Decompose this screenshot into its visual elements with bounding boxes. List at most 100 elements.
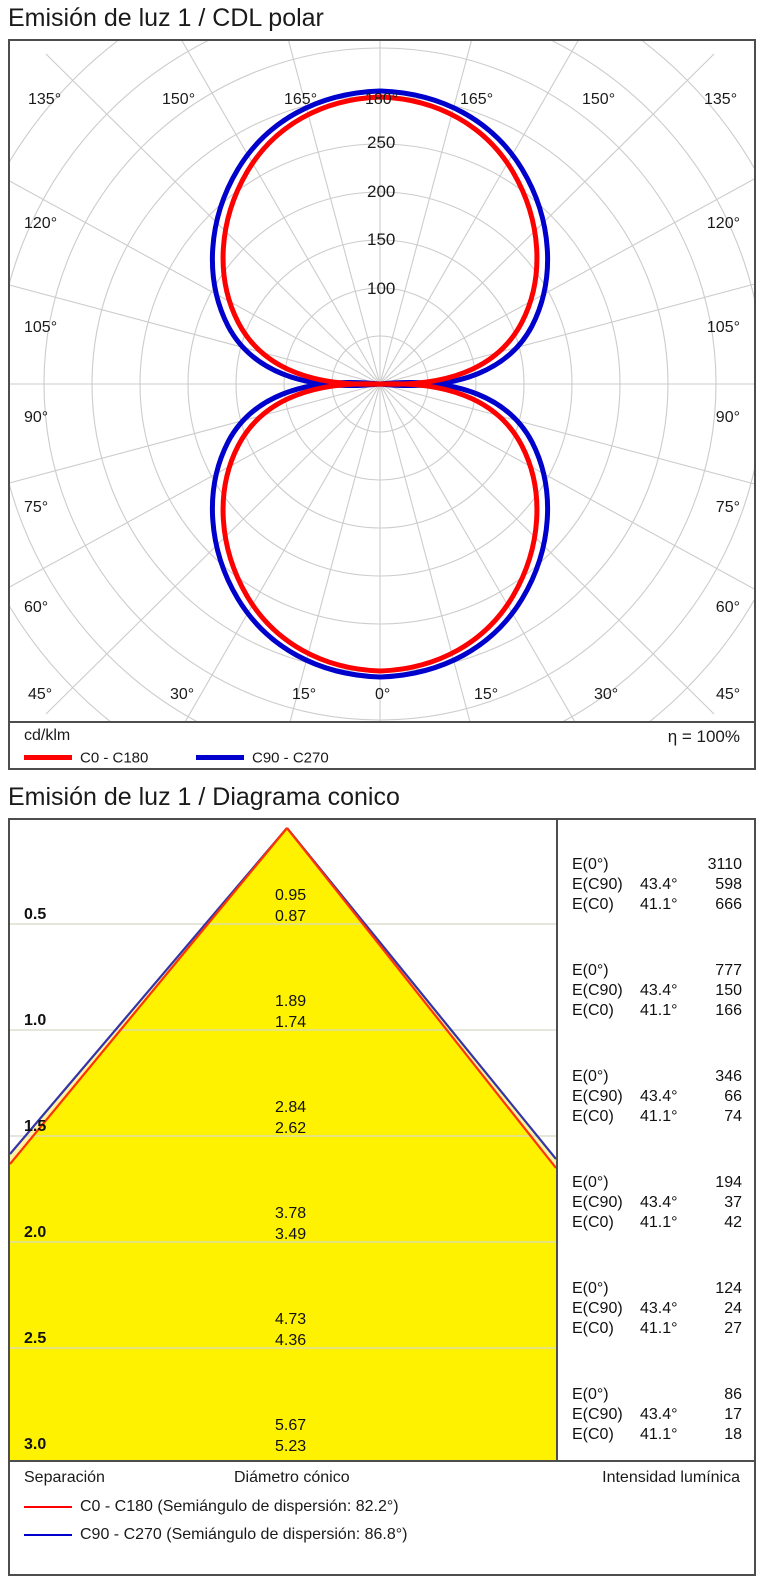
intensity-label: E(0°) (572, 1280, 609, 1297)
conic-cone-svg (10, 827, 556, 1460)
intensity-label: E(C90) (572, 1194, 623, 1211)
polar-legend-label-c0: C0 - C180 (80, 749, 149, 767)
intensity-angle: 43.4° (640, 1300, 678, 1317)
conic-diameter-c0-1: 1.74 (275, 1014, 307, 1031)
polar-angle-label-bot-1: 30° (170, 686, 195, 703)
intensity-value: 27 (724, 1320, 742, 1337)
intensity-label: E(C90) (572, 1406, 623, 1423)
conic-legend-item-c90[interactable]: C90 - C270 (Semiángulo de dispersión: 86… (24, 1526, 407, 1546)
intensity-value: 346 (715, 1068, 742, 1085)
polar-radial-label-250: 250 (367, 133, 396, 152)
polar-legend-label-c90: C90 - C270 (252, 749, 329, 767)
polar-angle-label-left-75: 75° (24, 499, 49, 516)
intensity-angle: 43.4° (640, 982, 678, 999)
cone-edge-c0-left (10, 827, 288, 1165)
intensity-label: E(C0) (572, 1002, 614, 1019)
conic-diameter-c0-0: 0.87 (275, 908, 307, 925)
intensity-label: E(C0) (572, 896, 614, 913)
table-row: E(0°) 194 E(C90) 43.4° 37 E(C0) 41.1° 42 (558, 1174, 754, 1234)
table-row: E(0°) 346 E(C90) 43.4° 66 E(C0) 41.1° 74 (558, 1068, 754, 1128)
polar-angle-label-right-105: 105° (706, 319, 740, 336)
intensity-value: 666 (715, 896, 742, 913)
intensity-value: 66 (724, 1088, 742, 1105)
intensity-value: 150 (715, 982, 742, 999)
polar-angle-label-bot-2: 15° (292, 686, 317, 703)
conic-separation-label-1: 1.0 (24, 1012, 47, 1029)
intensity-angle: 43.4° (640, 1194, 678, 1211)
conic-separation-label-4: 2.5 (24, 1330, 47, 1347)
polar-angle-label-top-1: 150° (162, 91, 196, 108)
intensity-value: 37 (724, 1194, 742, 1211)
polar-angle-label-top-5: 150° (582, 91, 616, 108)
conic-diameter-c90-4: 4.73 (275, 1311, 307, 1328)
intensity-value: 86 (724, 1386, 742, 1403)
conic-diameter-c90-0: 0.95 (275, 887, 307, 904)
conic-separation-label-2: 1.5 (24, 1118, 47, 1135)
intensity-angle: 41.1° (640, 1214, 678, 1231)
legend-line-swatch-red (24, 755, 72, 761)
polar-angle-label-bot-6: 45° (716, 686, 741, 703)
intensity-label: E(0°) (572, 1174, 609, 1191)
intensity-angle: 41.1° (640, 1108, 678, 1125)
intensity-label: E(0°) (572, 856, 609, 873)
cone-fill-c0 (10, 828, 556, 1460)
table-row: E(0°) 124 E(C90) 43.4° 24 E(C0) 41.1° 27 (558, 1280, 754, 1340)
conic-intensity-table: E(0°) 3110 E(C90) 43.4° 598 E(C0) 41.1° 666 E… (558, 820, 754, 1460)
conic-graph-area: 0.5 1.0 1.5 2.0 2.5 3.0 0.95 0.87 1.89 1… (10, 820, 558, 1460)
intensity-value: 17 (724, 1406, 742, 1423)
polar-angle-label-top-4: 165° (460, 91, 494, 108)
intensity-value: 777 (715, 962, 742, 979)
conic-diameter-c0-4: 4.36 (275, 1332, 307, 1349)
intensity-value: 42 (724, 1214, 742, 1231)
intensity-value: 166 (715, 1002, 742, 1019)
polar-angle-label-left-105: 105° (24, 319, 58, 336)
intensity-value: 18 (724, 1426, 742, 1443)
conic-diameter-c0-3: 3.49 (275, 1226, 307, 1243)
polar-legend-item-c90[interactable]: C90 - C270 (196, 749, 329, 767)
polar-angle-label-bot-3: 0° (375, 686, 391, 703)
conic-legend-label-c0: C0 - C180 (Semiángulo de dispersión: 82.… (80, 1498, 399, 1515)
conic-separation-label-5: 3.0 (24, 1436, 47, 1453)
polar-radial-label-200: 200 (367, 182, 396, 201)
conic-column-header-intensity: Intensidad lumínica (602, 1469, 740, 1486)
intensity-label: E(C0) (572, 1426, 614, 1443)
table-row: E(0°) 86 E(C90) 43.4° 17 E(C0) 41.1° 18 (558, 1386, 754, 1446)
intensity-angle: 41.1° (640, 896, 678, 913)
polar-angle-label-right-75: 75° (715, 499, 740, 516)
polar-plot-area: 135° 150° 165° 180° 165° 150° 135° 120° … (10, 41, 754, 721)
intensity-value: 124 (715, 1280, 742, 1297)
polar-angle-label-left-90: 90° (24, 409, 49, 426)
polar-angle-label-top-0: 135° (28, 91, 62, 108)
polar-radial-label-150: 150 (367, 230, 396, 249)
table-row: E(0°) 3110 E(C90) 43.4° 598 E(C0) 41.1° 666 (558, 856, 754, 916)
conic-diameter-c0-2: 2.62 (275, 1120, 307, 1137)
legend-line-swatch-blue (196, 755, 244, 761)
intensity-label: E(C0) (572, 1214, 614, 1231)
intensity-label: E(0°) (572, 962, 609, 979)
polar-legend-item-c0[interactable]: C0 - C180 (24, 749, 148, 767)
intensity-angle: 41.1° (640, 1002, 678, 1019)
intensity-label: E(C90) (572, 876, 623, 893)
polar-plot-svg (10, 41, 754, 721)
conic-diameter-c90-3: 3.78 (275, 1205, 307, 1222)
intensity-value: 74 (724, 1108, 742, 1125)
intensity-label: E(C0) (572, 1320, 614, 1337)
intensity-label: E(0°) (572, 1068, 609, 1085)
intensity-label: E(C90) (572, 1300, 623, 1317)
conic-footer: Separación Diámetro cónico Intensidad lu… (10, 1460, 754, 1574)
polar-angle-label-left-120: 120° (24, 215, 58, 232)
polar-radial-label-100: 100 (367, 279, 396, 298)
intensity-value: 598 (715, 876, 742, 893)
legend-line-swatch-blue (24, 1534, 72, 1536)
conic-diameter-c0-5: 5.23 (275, 1438, 307, 1455)
conic-chart-panel: 0.5 1.0 1.5 2.0 2.5 3.0 0.95 0.87 1.89 1… (8, 818, 756, 1576)
intensity-value: 194 (715, 1174, 742, 1191)
cone-edge-c0-right (286, 827, 556, 1169)
polar-section-title: Emisión de luz 1 / CDL polar (8, 4, 324, 32)
intensity-label: E(C0) (572, 1108, 614, 1125)
curve-c0-c180 (220, 94, 540, 674)
polar-angle-label-top-6: 135° (704, 91, 738, 108)
conic-diameter-c90-5: 5.67 (275, 1417, 307, 1434)
conic-legend-item-c0[interactable]: C0 - C180 (Semiángulo de dispersión: 82.… (24, 1498, 399, 1518)
polar-chart-panel: 135° 150° 165° 180° 165° 150° 135° 120° … (8, 39, 756, 770)
